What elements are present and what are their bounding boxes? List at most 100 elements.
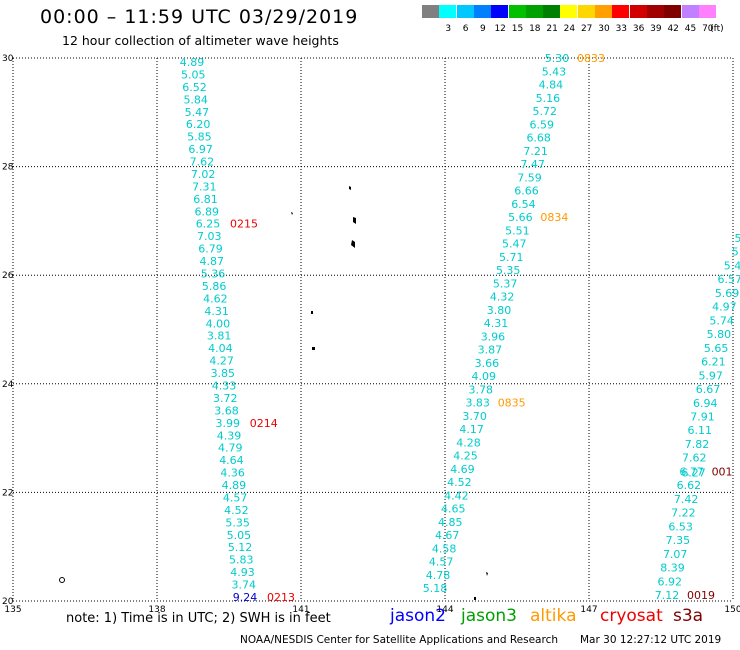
wave-height-label: 5.85	[187, 131, 212, 144]
wave-height-label: 6.52	[182, 81, 207, 94]
legend-bin-label: 24	[563, 24, 576, 34]
legend-bin-label: 27	[580, 24, 593, 34]
wave-height-label: 4.39	[217, 429, 242, 442]
wave-height-label: 5.80	[707, 328, 732, 341]
wave-height-label: 4.31	[204, 305, 229, 318]
wave-height-label: 5.69	[715, 287, 740, 300]
wave-height-label: 4.42	[444, 489, 469, 502]
legend-s3a: s3a	[673, 606, 704, 626]
wave-height-label: 5.86	[202, 280, 227, 293]
wave-height-label: 7.47	[520, 158, 545, 171]
legend-swatch	[612, 5, 630, 18]
lat-tick-label: 26	[2, 271, 14, 281]
wave-height-label: 6.97	[188, 143, 213, 156]
track-s3a: 555.46.575.694.975.745.805.656.215.976.6…	[655, 232, 740, 602]
legend-jason2: jason2	[390, 606, 446, 626]
wave-height-label: 5.12	[228, 541, 253, 554]
legend-swatch	[629, 5, 647, 18]
wave-height-label: 5.05	[227, 529, 252, 542]
map-title: 00:00 – 11:59 UTC 03/29/2019	[40, 6, 359, 28]
island	[291, 212, 293, 215]
wave-height-label: 5.16	[536, 92, 561, 105]
legend-altika: altika	[530, 606, 577, 626]
wave-height-label: 7.62	[682, 452, 707, 465]
island	[486, 572, 488, 576]
wave-height-label: 7.35	[666, 534, 691, 547]
footer-note: note: 1) Time is in UTC; 2) SWH is in fe…	[66, 611, 331, 626]
lon-tick-label: 138	[148, 605, 165, 615]
map-grid	[12, 57, 734, 602]
wave-height-label: 5.47	[502, 238, 527, 251]
wave-height-label: 4.93	[230, 566, 255, 579]
legend-bin-label: 33	[615, 24, 628, 34]
wave-height-label: 4.52	[447, 476, 472, 489]
wave-height-label: 7.07	[663, 548, 688, 561]
overpass-time-label: 0213	[267, 591, 295, 604]
map-subtitle: 12 hour collection of altimeter wave hei…	[62, 33, 339, 48]
legend-swatch	[439, 5, 457, 18]
wave-height-label: 7.02	[191, 168, 216, 181]
wave-height-label: 7.31	[192, 180, 217, 193]
wave-height-label: 4.84	[539, 79, 564, 92]
legend-cryosat: cryosat	[600, 606, 663, 626]
lon-tick-label: 144	[436, 605, 453, 615]
wave-height-label: 4.87	[199, 255, 224, 268]
wave-height-label: 5.43	[542, 65, 567, 78]
wave-height-label: 6.21	[701, 356, 726, 369]
wave-height-label: 4.69	[450, 463, 475, 476]
wave-height-label: 5.51	[505, 224, 530, 237]
wave-height-label: 6.25	[196, 218, 221, 231]
wave-height-label: 3.83	[465, 397, 490, 410]
wave-height-label: 4.32	[490, 291, 515, 304]
lon-tick-label: 141	[292, 605, 309, 615]
legend-swatch	[698, 5, 716, 18]
legend-bin-label: 42	[667, 24, 679, 34]
wave-height-label: 5.35	[225, 516, 250, 529]
wave-height-label: 4.64	[219, 454, 244, 467]
wave-height-label: 4.79	[218, 442, 243, 455]
map-tick-labels: 135 138 141 144 147 150 30 28 26 24 22 20	[2, 54, 740, 615]
wave-height-label: 4.97	[712, 301, 737, 314]
lon-tick-label: 147	[580, 605, 597, 615]
legend-bin-label: 30	[598, 24, 610, 34]
wave-height-label: 3.87	[478, 344, 503, 357]
wave-height-label: 4.65	[441, 503, 466, 516]
legend-swatch	[491, 5, 509, 18]
wave-height-label: 6.79	[198, 243, 223, 256]
wave-height-label: 3.66	[475, 357, 500, 370]
wave-height-label: 8.39	[660, 562, 685, 575]
wave-height-label: 4.33	[212, 379, 237, 392]
wave-height-label: 5.4	[724, 259, 740, 272]
overpass-time-label: 0215	[230, 218, 258, 231]
wave-height-label: 4.27	[209, 355, 234, 368]
wave-height-label: 4.04	[208, 342, 233, 355]
wave-height-label: 4.89	[222, 479, 247, 492]
legend-bin-label: 3	[445, 24, 452, 34]
island	[59, 577, 65, 583]
wave-height-label: 4.36	[220, 467, 245, 480]
wave-height-label: 6.94	[693, 397, 718, 410]
wave-height-label: 5.35	[496, 264, 521, 277]
wave-height-label: 6.20	[186, 118, 211, 131]
wave-height-label: 5.84	[183, 93, 208, 106]
legend-swatch	[560, 5, 578, 18]
wave-height-label: 3.74	[232, 579, 257, 592]
wave-height-label: 6.54	[511, 198, 536, 211]
lat-tick-label: 22	[2, 488, 13, 498]
wave-height-label: 6.77	[679, 465, 704, 478]
legend-bin-label: 9	[480, 24, 486, 34]
legend-swatch	[473, 5, 491, 18]
wave-height-label: 4.52	[224, 504, 249, 517]
footer-credit: NOAA/NESDIS Center for Satellite Applica…	[240, 634, 558, 646]
wave-height-label: 3.80	[487, 304, 512, 317]
wave-height-label: 4.00	[206, 317, 231, 330]
overpass-time-label: 0833	[577, 52, 605, 65]
wave-height-label: 4.09	[472, 370, 497, 383]
wave-height-label: 7.22	[671, 507, 696, 520]
wave-height-label: 6.92	[657, 575, 682, 588]
wave-height-label: 4.62	[203, 292, 228, 305]
legend-swatch	[664, 5, 682, 18]
wave-height-label: 6.57	[718, 273, 740, 286]
wave-height-label: 7.59	[517, 171, 542, 184]
overpass-time-label: 001	[712, 465, 733, 478]
